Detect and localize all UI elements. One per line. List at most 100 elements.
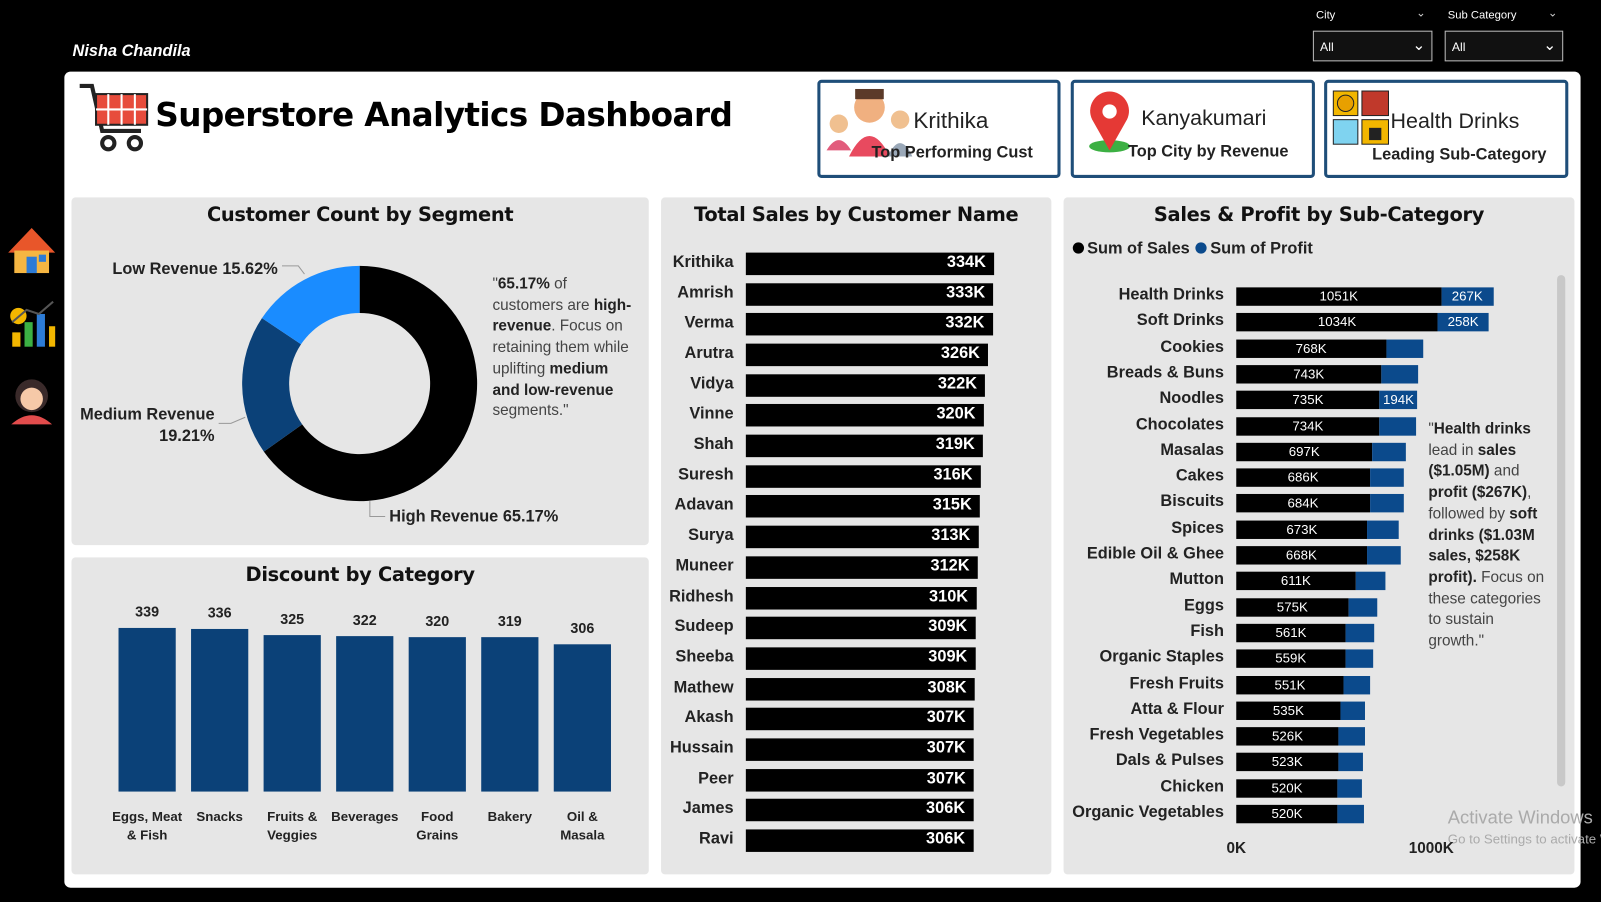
bar-segment (1236, 649, 1346, 669)
x-tick-label: Oil & Masala (560, 808, 605, 843)
filter-label: Sub Category (1447, 9, 1517, 22)
dropdown-value: All (1320, 39, 1334, 55)
y-tick-label: Eggs (1184, 596, 1224, 615)
data-label: 332K (945, 314, 985, 332)
data-label: 575K (1276, 598, 1308, 615)
data-label: 306K (926, 800, 966, 818)
y-tick-label: Organic Staples (1099, 648, 1224, 666)
bar-segment (1369, 494, 1404, 513)
legend: Sum of Sales Sum of Profit (1072, 240, 1319, 258)
segment-name: Medium Revenue (80, 406, 215, 424)
y-tick-label: Cakes (1175, 467, 1224, 485)
kpi-value: Krithika (913, 107, 989, 133)
city-dropdown[interactable]: All ⌄ (1312, 30, 1433, 62)
bar-segment (1236, 701, 1341, 720)
bar-segment (1355, 571, 1386, 591)
y-tick-label: Dals & Pulses (1115, 752, 1224, 770)
bar-segment (1340, 701, 1366, 720)
kpi-card: Krithika Top Performing Cust (817, 79, 1061, 178)
data-label: 743K (1293, 366, 1325, 382)
data-label: 307K (926, 769, 966, 788)
bar-segment (1337, 804, 1365, 824)
home-icon[interactable] (8, 228, 56, 274)
y-tick-label: Health Drinks (1118, 286, 1224, 304)
x-tick-label: Bakery (487, 808, 532, 825)
x-tick-label: Beverages (331, 808, 399, 825)
bar (745, 586, 977, 610)
data-label: 673K (1286, 521, 1318, 537)
annotation-text: medium and low-revenue (492, 359, 614, 399)
bar-segment (1337, 778, 1363, 798)
data-label: 551K (1274, 676, 1306, 692)
y-tick-label: Arutra (684, 344, 734, 363)
y-tick-label: Fresh Fruits (1129, 674, 1224, 692)
bar (481, 637, 539, 792)
annotation: "Health drinks lead in sales ($1.05M) an… (1428, 419, 1553, 652)
y-tick-label: Sheeba (675, 648, 734, 666)
bar-segment (1236, 313, 1438, 332)
segment-value: 65.17% (502, 508, 559, 526)
y-tick-label: James (682, 800, 734, 818)
segment-label: High Revenue 65.17% (389, 506, 558, 527)
bar-segment (1236, 597, 1349, 617)
bar-segment (1372, 442, 1406, 462)
y-tick-label: Suresh (678, 466, 734, 484)
bar (553, 643, 611, 792)
category-icon (1332, 90, 1390, 145)
legend-swatch (1072, 242, 1085, 254)
profile-icon[interactable] (11, 379, 53, 425)
y-tick-label: Masalas (1160, 441, 1224, 459)
y-tick-label: Noodles (1159, 389, 1224, 408)
bar-segment (1366, 546, 1401, 565)
legend-item: Sum of Sales (1072, 240, 1190, 258)
bar-segment (1236, 364, 1382, 384)
bar-segment (1236, 753, 1339, 772)
annotation-text: " (1428, 420, 1434, 438)
data-label: 322K (937, 375, 978, 393)
segment-label: Medium Revenue 19.21% (78, 404, 215, 447)
data-label: 520K (1271, 780, 1303, 796)
x-tick-label: Eggs, Meat & Fish (112, 808, 183, 843)
bar (263, 634, 321, 792)
subcategory-dropdown[interactable]: All ⌄ (1444, 30, 1564, 62)
bar (745, 343, 989, 367)
bar (745, 313, 993, 336)
bar-segment (1343, 675, 1371, 694)
y-tick-label: Chicken (1160, 777, 1224, 796)
data-label: 684K (1287, 495, 1319, 511)
data-label: 668K (1285, 547, 1317, 563)
chart-icon[interactable] (10, 300, 56, 347)
segment-name: Low Revenue (112, 260, 218, 279)
bar (745, 252, 995, 276)
bar (745, 707, 975, 731)
annotation-text: 65.17% (497, 275, 550, 293)
chevron[interactable]: ⌄ (1547, 7, 1558, 20)
kpi-card: Kanyakumari Top City by Revenue (1070, 79, 1315, 178)
data-label: 686K (1287, 469, 1319, 485)
y-tick-label: Organic Vegetables (1072, 803, 1224, 822)
data-label: 526K (1272, 728, 1304, 744)
y-tick-label: Cookies (1160, 338, 1224, 356)
data-label: 322 (352, 611, 377, 628)
annotation-text: lead in (1428, 441, 1478, 459)
chart-title: Customer Count by Segment (206, 203, 514, 227)
bar-segment (1236, 804, 1338, 824)
bar-segment (1345, 649, 1373, 669)
chart-title: Total Sales by Customer Name (693, 203, 1019, 227)
location-icon (1089, 91, 1131, 153)
bar (745, 677, 975, 701)
bar-segment (1236, 442, 1373, 462)
y-tick-label: Muneer (675, 557, 734, 575)
data-label: 310K (929, 587, 969, 605)
bar-segment (1345, 623, 1375, 643)
scrollbar[interactable] (1557, 275, 1566, 787)
bar (191, 629, 249, 792)
filter-label: City (1315, 9, 1336, 22)
y-tick-label: Soft Drinks (1136, 312, 1224, 330)
bar-segment (1236, 546, 1367, 565)
annotation-text: of customers are (492, 275, 594, 314)
chevron[interactable]: ⌄ (1416, 7, 1426, 20)
bar-segment (1236, 416, 1380, 436)
segment-value: 15.62% (222, 260, 278, 279)
